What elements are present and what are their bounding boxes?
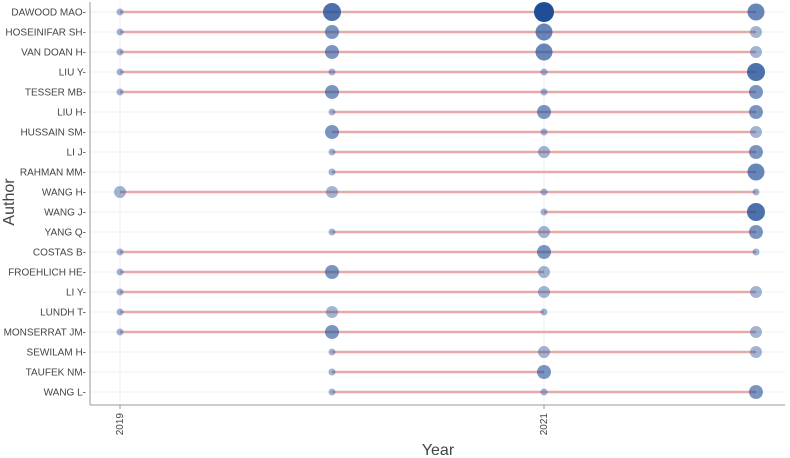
- production-bubble: [540, 188, 548, 196]
- production-bubble: [540, 308, 548, 316]
- production-bubble: [538, 346, 550, 358]
- production-bubble: [752, 248, 760, 256]
- author-label: FROEHLICH HE-: [8, 268, 86, 279]
- production-bubble: [538, 266, 550, 278]
- author-label: LIU Y-: [59, 68, 86, 79]
- production-bubble: [750, 26, 762, 38]
- production-bubble: [538, 286, 550, 298]
- production-bubble: [749, 105, 763, 119]
- production-bubble: [116, 328, 124, 336]
- production-bubble: [749, 225, 763, 239]
- production-bubble: [750, 126, 762, 138]
- production-bubble: [537, 105, 551, 119]
- author-label: HOSEINIFAR SH-: [5, 28, 86, 39]
- production-bubble: [116, 68, 124, 76]
- production-bubble: [540, 388, 548, 396]
- timeline-layer: [120, 10, 756, 394]
- production-bubble: [538, 146, 550, 158]
- author-label: WANG L-: [44, 388, 86, 399]
- production-bubble: [540, 128, 548, 136]
- author-label: YANG Q-: [45, 228, 86, 239]
- production-bubble: [750, 326, 762, 338]
- production-bubble: [325, 85, 339, 99]
- x-tick-label: 2019: [115, 413, 126, 436]
- author-label: WANG J-: [44, 208, 86, 219]
- production-bubble: [328, 148, 336, 156]
- author-label: COSTAS B-: [33, 248, 86, 259]
- author-label: RAHMAN MM-: [20, 168, 86, 179]
- author-label: MONSERRAT JM-: [4, 328, 86, 339]
- production-bubble: [540, 208, 548, 216]
- author-label: HUSSAIN SM-: [20, 128, 86, 139]
- y-axis-title: Author: [1, 178, 18, 226]
- x-axis-title: Year: [422, 442, 455, 458]
- production-bubble: [116, 8, 124, 16]
- author-label: WANG H-: [42, 188, 86, 199]
- production-bubble: [538, 226, 550, 238]
- author-label: TAUFEK NM-: [26, 368, 86, 379]
- x-axis: 2019 2021: [89, 2, 785, 436]
- production-bubble: [116, 48, 124, 56]
- production-bubble: [747, 63, 765, 81]
- author-label: DAWOOD MAO-: [11, 8, 86, 19]
- production-bubble: [747, 3, 765, 21]
- production-bubble: [328, 388, 336, 396]
- production-bubble: [749, 385, 763, 399]
- production-bubble: [540, 88, 548, 96]
- production-bubble: [749, 85, 763, 99]
- production-bubble: [325, 45, 339, 59]
- author-label: LIU H-: [57, 108, 86, 119]
- author-tick-labels: DAWOOD MAO- HOSEINIFAR SH- VAN DOAN H- LIU …: [4, 8, 86, 399]
- production-bubble: [326, 186, 338, 198]
- production-bubble: [750, 46, 762, 58]
- production-bubble: [535, 23, 553, 41]
- production-bubble: [537, 245, 551, 259]
- production-bubble: [328, 368, 336, 376]
- production-bubble: [323, 3, 341, 21]
- production-bubble: [116, 268, 124, 276]
- production-bubble: [749, 145, 763, 159]
- production-bubble: [326, 306, 338, 318]
- author-label: LI Y-: [66, 288, 86, 299]
- production-bubble: [328, 68, 336, 76]
- production-bubble: [328, 228, 336, 236]
- production-bubble: [328, 348, 336, 356]
- production-bubble: [534, 2, 554, 22]
- author-label: LUNDH T-: [40, 308, 86, 319]
- production-bubble: [328, 108, 336, 116]
- production-bubble: [325, 265, 339, 279]
- production-bubble: [325, 125, 339, 139]
- production-bubble: [116, 88, 124, 96]
- production-bubble: [537, 365, 551, 379]
- production-bubble: [750, 286, 762, 298]
- author-label: VAN DOAN H-: [21, 48, 86, 59]
- production-bubble: [535, 43, 553, 61]
- grid-layer: [90, 2, 785, 405]
- production-bubble: [116, 308, 124, 316]
- production-bubble: [747, 163, 765, 181]
- production-bubble: [116, 28, 124, 36]
- production-bubble: [747, 203, 765, 221]
- production-bubble: [540, 68, 548, 76]
- production-bubble: [116, 288, 124, 296]
- production-bubble: [325, 25, 339, 39]
- production-bubble: [325, 325, 339, 339]
- production-bubble: [750, 346, 762, 358]
- x-tick-label: 2021: [539, 413, 550, 436]
- author-label: TESSER MB-: [25, 88, 86, 99]
- author-label: LI J-: [67, 148, 86, 159]
- production-bubble: [116, 248, 124, 256]
- bubble-layer: [114, 2, 765, 399]
- author-label: SEWILAM H-: [27, 348, 86, 359]
- production-bubble: [328, 168, 336, 176]
- production-bubble: [114, 186, 126, 198]
- production-bubble: [752, 188, 760, 196]
